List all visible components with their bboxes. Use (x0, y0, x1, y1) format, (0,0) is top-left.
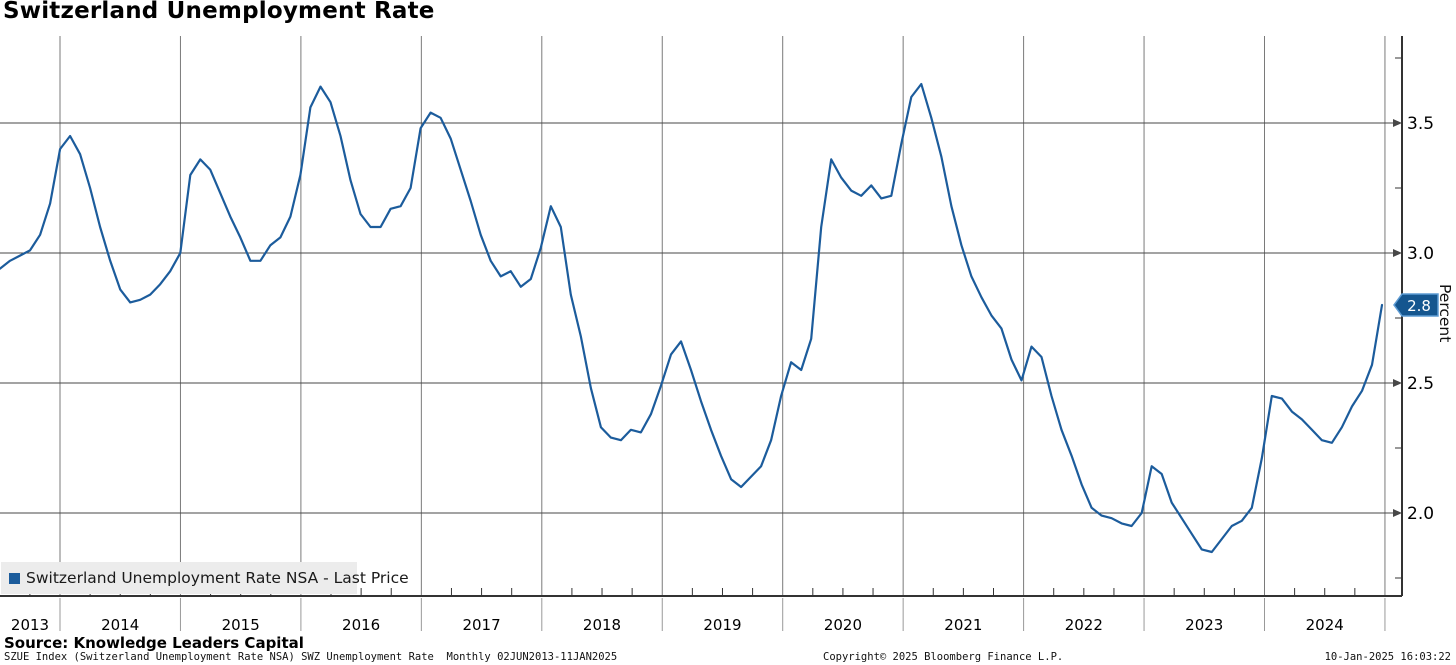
y-axis-tick-label: 3.5 (1407, 114, 1434, 134)
axes (0, 36, 1403, 597)
y-axis-tick-label: 3.0 (1407, 244, 1434, 264)
x-axis-tick-label: 2018 (583, 616, 621, 634)
y-axis-tick-label: 2.5 (1407, 374, 1434, 394)
x-axis-tick-label: 2021 (944, 616, 982, 634)
series-swatch-icon (9, 572, 20, 584)
source-line: Source: Knowledge Leaders Capital (4, 634, 304, 652)
timestamp: 10-Jan-2025 16:03:22 (1324, 651, 1451, 663)
x-axis-tick-labels: 2013 2014 2015 2016 2017 2018 2019 2020 2021 2022… (11, 616, 1344, 634)
x-axis-tick-label: 2023 (1185, 616, 1223, 634)
y-axis-title: Percent (1436, 284, 1454, 343)
page-title: Switzerland Unemployment Rate (3, 0, 435, 24)
x-axis-tick-label: 2017 (462, 616, 500, 634)
ticker-description: SZUE Index (Switzerland Unemployment Rat… (4, 651, 618, 663)
x-axis-tick-label: 2013 (11, 616, 49, 634)
y-axis-tick-labels: 3.5 3.0 2.5 2.0 (1407, 114, 1434, 524)
legend: Switzerland Unemployment Rate NSA - Last… (1, 562, 409, 594)
x-axis-tick-label: 2024 (1306, 616, 1344, 634)
horizontal-gridlines (0, 119, 1402, 517)
line-chart-plot[interactable]: 3.53.02.52.0 2013 2014 2015 2016 2017 2018 201… (0, 36, 1456, 665)
legend-label: Switzerland Unemployment Rate NSA - Last… (26, 569, 409, 587)
last-price-badge: 2.8 (1393, 293, 1439, 317)
x-axis-tick-label: 2022 (1065, 616, 1103, 634)
x-axis-tick-label: 2016 (342, 616, 380, 634)
last-price-value: 2.8 (1407, 297, 1431, 315)
copyright-text: Copyright© 2025 Bloomberg Finance L.P. (823, 651, 1064, 663)
x-axis-tick-label: 2019 (703, 616, 741, 634)
x-axis-tick-label: 2014 (101, 616, 139, 634)
footer-meta: SZUE Index (Switzerland Unemployment Rat… (0, 651, 1456, 665)
y-axis-tick-label: 2.0 (1407, 504, 1434, 524)
minor-ticks (29, 57, 1401, 595)
x-axis-tick-label: 2020 (824, 616, 862, 634)
unemployment-rate-line (0, 82, 1384, 554)
x-axis-tick-label: 2015 (222, 616, 260, 634)
vertical-gridlines (59, 36, 1386, 631)
